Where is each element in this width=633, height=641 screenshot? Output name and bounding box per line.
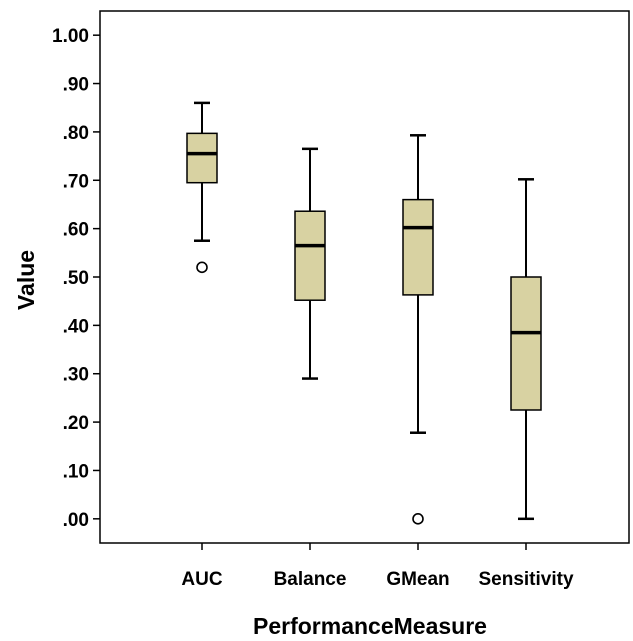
y-tick-label: .10 <box>63 461 89 482</box>
x-tick-label: AUC <box>181 569 222 590</box>
y-axis: 1.00 .90 .80 .70 .60 .50 .40 .30 .20 .10 .00 <box>52 26 100 531</box>
box-auc <box>186 101 218 274</box>
iqr-box <box>294 210 326 301</box>
iqr-box <box>510 276 542 411</box>
box-gmean <box>402 134 434 525</box>
outlier-point <box>196 261 208 274</box>
x-axis-title: PerformanceMeasure <box>253 613 487 639</box>
y-tick-label: .60 <box>63 220 89 241</box>
iqr-box <box>402 198 434 296</box>
x-tick-label: Sensitivity <box>478 569 573 590</box>
y-tick-label: .40 <box>63 316 89 337</box>
iqr-box <box>186 132 218 184</box>
x-axis: AUC Balance GMean Sensitivity <box>181 543 574 590</box>
outlier-point <box>412 513 424 525</box>
boxes <box>186 101 542 525</box>
y-tick-label: .20 <box>63 413 89 434</box>
box-balance <box>294 147 326 380</box>
x-tick-label: GMean <box>386 569 449 590</box>
y-tick-label: .70 <box>63 171 89 192</box>
x-tick-label: Balance <box>274 569 347 590</box>
plot-frame <box>99 10 630 544</box>
y-tick-label: 1.00 <box>52 26 89 47</box>
y-axis-title: Value <box>13 250 39 310</box>
y-tick-label: .80 <box>63 123 89 144</box>
y-tick-label: .30 <box>63 365 89 386</box>
y-tick-label: .90 <box>63 75 89 96</box>
y-tick-label: .50 <box>63 268 89 289</box>
box-sensitivity <box>510 178 542 521</box>
y-tick-label: .00 <box>63 510 89 531</box>
